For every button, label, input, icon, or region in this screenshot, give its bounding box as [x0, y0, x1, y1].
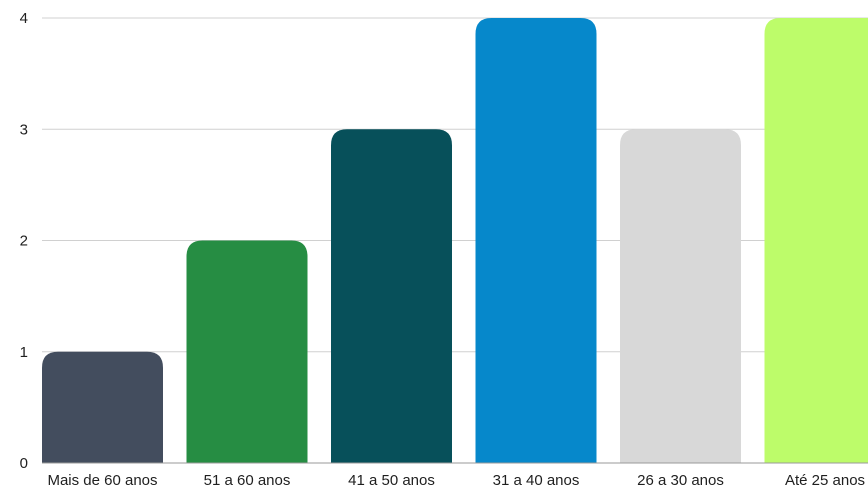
bar-3 — [475, 18, 597, 463]
bar-0 — [42, 351, 163, 463]
y-tick-labels: 0 1 2 3 4 — [20, 10, 28, 472]
x-tick-label-1: 51 a 60 anos — [204, 472, 291, 487]
y-tick-label-0: 0 — [20, 455, 28, 472]
bars — [42, 18, 868, 463]
gridlines — [42, 17, 868, 353]
x-tick-label-4: 26 a 30 anos — [637, 472, 724, 487]
x-tick-label-5: Até 25 anos — [785, 472, 865, 487]
x-tick-label-3: 31 a 40 anos — [493, 472, 580, 487]
x-tick-labels: Mais de 60 anos 51 a 60 anos 41 a 50 anos 3… — [47, 472, 865, 487]
bar-2 — [331, 129, 452, 463]
bar-1 — [186, 240, 308, 463]
y-tick-label-3: 3 — [20, 121, 28, 138]
x-tick-label-2: 41 a 50 anos — [348, 472, 435, 487]
y-tick-label-2: 2 — [20, 233, 28, 250]
y-tick-label-4: 4 — [20, 10, 28, 27]
y-tick-label-1: 1 — [20, 344, 28, 361]
bar-5 — [764, 18, 868, 463]
x-tick-label-0: Mais de 60 anos — [47, 472, 157, 487]
bar-4 — [620, 129, 741, 463]
